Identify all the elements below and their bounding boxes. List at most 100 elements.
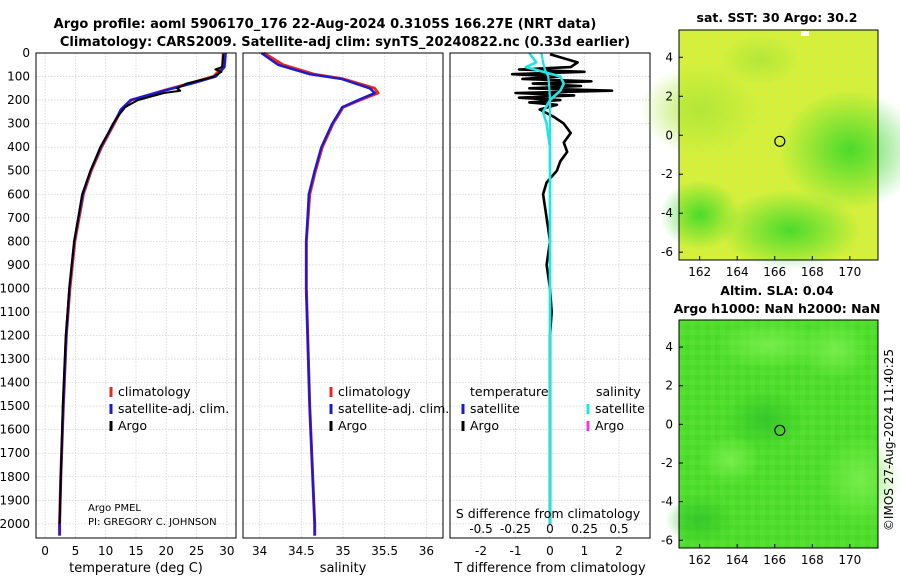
top-axis-label: S difference from climatology — [456, 506, 641, 521]
legend-label: satellite — [470, 401, 520, 416]
map-y-tick-label: -2 — [661, 456, 673, 470]
depth-tick-label: 1300 — [0, 352, 30, 366]
map-x-tick-label: 168 — [801, 265, 824, 279]
x-tick-label: 1 — [581, 544, 589, 558]
top-axis-tick-label: 0 — [546, 522, 554, 536]
x-axis-label: T difference from climatology — [453, 561, 646, 576]
map-y-tick-label: 0 — [665, 417, 673, 431]
sla-field-patch — [800, 320, 870, 380]
map-y-tick-label: -4 — [661, 206, 673, 220]
depth-tick-label: 800 — [7, 234, 30, 248]
depth-tick-label: 1700 — [0, 446, 30, 460]
map-y-tick-label: -6 — [661, 533, 673, 547]
depth-tick-label: 100 — [7, 70, 30, 84]
sla-map-panel: Altim. SLA: 0.04 Argo h1000: NaN h2000: … — [661, 283, 900, 567]
top-axis-tick-label: 0.5 — [609, 522, 628, 536]
axes-frame — [449, 52, 651, 539]
depth-tick-label: 1800 — [0, 470, 30, 484]
depth-tick-label: 500 — [7, 164, 30, 178]
legend-label: Argo — [338, 418, 367, 433]
sst-profile-marker — [774, 135, 786, 147]
top-axis-tick-label: 0.25 — [571, 522, 598, 536]
timestamp-label: ©IMOS 27-Aug-2024 11:40:25 — [882, 349, 896, 531]
map-x-tick-label: 164 — [726, 553, 749, 567]
x-tick-label: 0 — [546, 544, 554, 558]
legend-label: climatology — [338, 384, 411, 399]
x-axis-label: salinity — [320, 561, 367, 576]
difference-panel: -2 -1 0 1 2 T difference from climatology temp… — [449, 52, 651, 576]
figure-title-line2: Climatology: CARS2009. Satellite-adj cli… — [60, 35, 630, 50]
legend-label: climatology — [118, 384, 191, 399]
map-x-tick-label: 164 — [726, 265, 749, 279]
axes-frame — [242, 52, 444, 539]
sla-map-subtitle: Argo h1000: NaN h2000: NaN — [674, 301, 881, 316]
x-tick-label: 35.5 — [371, 544, 398, 558]
legend-label: satellite-adj. clim. — [338, 401, 449, 416]
legend-label: Argo — [470, 418, 499, 433]
credit-institution: Argo PMEL — [88, 503, 141, 514]
series-line-climatology — [58, 52, 225, 536]
depth-tick-label: 1500 — [0, 399, 30, 413]
map-y-tick-label: -6 — [661, 245, 673, 259]
sst-map-panel: sat. SST: 30 Argo: 30.2 162 164 166 168 170 4… — [640, 10, 900, 279]
sst-field-patch — [780, 90, 900, 210]
depth-tick-label: 900 — [7, 258, 30, 272]
sst-map-axes: 162 164 166 168 170 4 2 0 -2 -4 -6 — [661, 50, 861, 279]
map-x-tick-label: 162 — [688, 265, 711, 279]
sst-field-patch — [720, 190, 860, 270]
sst-field-patch — [720, 35, 800, 85]
depth-tick-label: 1600 — [0, 423, 30, 437]
legend-title-temperature: temperature — [470, 384, 549, 399]
series-line-satellite-adj-clim — [260, 52, 376, 536]
map-y-tick-label: -4 — [661, 495, 673, 509]
map-y-tick-label: -2 — [661, 167, 673, 181]
depth-tick-label: 200 — [7, 93, 30, 107]
axes-frame — [35, 52, 237, 539]
x-tick-label: 34.5 — [288, 544, 315, 558]
sst-map-frame — [678, 29, 879, 261]
map-y-tick-label: 2 — [665, 89, 673, 103]
salinity-panel: 34 34.5 35 35.5 36 salinity climatology satelli… — [242, 51, 449, 576]
sla-map-title: Altim. SLA: 0.04 — [720, 283, 834, 298]
x-tick-label: -1 — [510, 544, 522, 558]
sst-field-patch — [640, 65, 760, 155]
top-axis-tick-label: -0.5 — [469, 522, 492, 536]
sst-map-title: sat. SST: 30 Argo: 30.2 — [697, 10, 858, 25]
series-line-climatology — [263, 51, 380, 536]
top-axis-tick-label: -0.25 — [500, 522, 531, 536]
depth-tick-label: 1000 — [0, 281, 30, 295]
sst-field-patch — [660, 180, 740, 250]
x-tick-label: 35 — [335, 544, 350, 558]
sla-map-frame — [678, 319, 879, 549]
depth-tick-label: 600 — [7, 187, 30, 201]
x-tick-label: 10 — [98, 544, 113, 558]
x-tick-label: 15 — [128, 544, 143, 558]
x-tick-label: 34 — [252, 544, 267, 558]
depth-tick-label: 0 — [22, 46, 30, 60]
depth-tick-label: 700 — [7, 211, 30, 225]
map-y-tick-label: 0 — [665, 128, 673, 142]
x-tick-label: 25 — [189, 544, 204, 558]
legend-label: satellite — [595, 401, 645, 416]
series-line-satellite-adj-clim — [58, 52, 227, 536]
depth-tick-label: 300 — [7, 117, 30, 131]
sla-profile-marker — [774, 424, 786, 436]
map-x-tick-label: 166 — [763, 553, 786, 567]
map-y-tick-label: 2 — [665, 379, 673, 393]
depth-tick-label: 1200 — [0, 329, 30, 343]
depth-tick-label: 1100 — [0, 305, 30, 319]
series-line-s-satellite — [540, 52, 552, 524]
depth-tick-label: 400 — [7, 140, 30, 154]
legend-label: Argo — [118, 418, 147, 433]
credit-pi: PI: GREGORY C. JOHNSON — [88, 517, 217, 528]
depth-tick-label: 1900 — [0, 493, 30, 507]
legend-title-salinity: salinity — [596, 384, 641, 399]
depth-tick-label: 2000 — [0, 517, 30, 531]
temperature-panel: 0 100 200 300 400 500 600 700 800 900 1000 1100 1200… — [0, 46, 237, 576]
depth-tick-label: 1400 — [0, 376, 30, 390]
map-x-tick-label: 170 — [838, 553, 861, 567]
legend-label: Argo — [595, 418, 624, 433]
sla-field-patch — [700, 435, 760, 485]
map-x-tick-label: 168 — [801, 553, 824, 567]
